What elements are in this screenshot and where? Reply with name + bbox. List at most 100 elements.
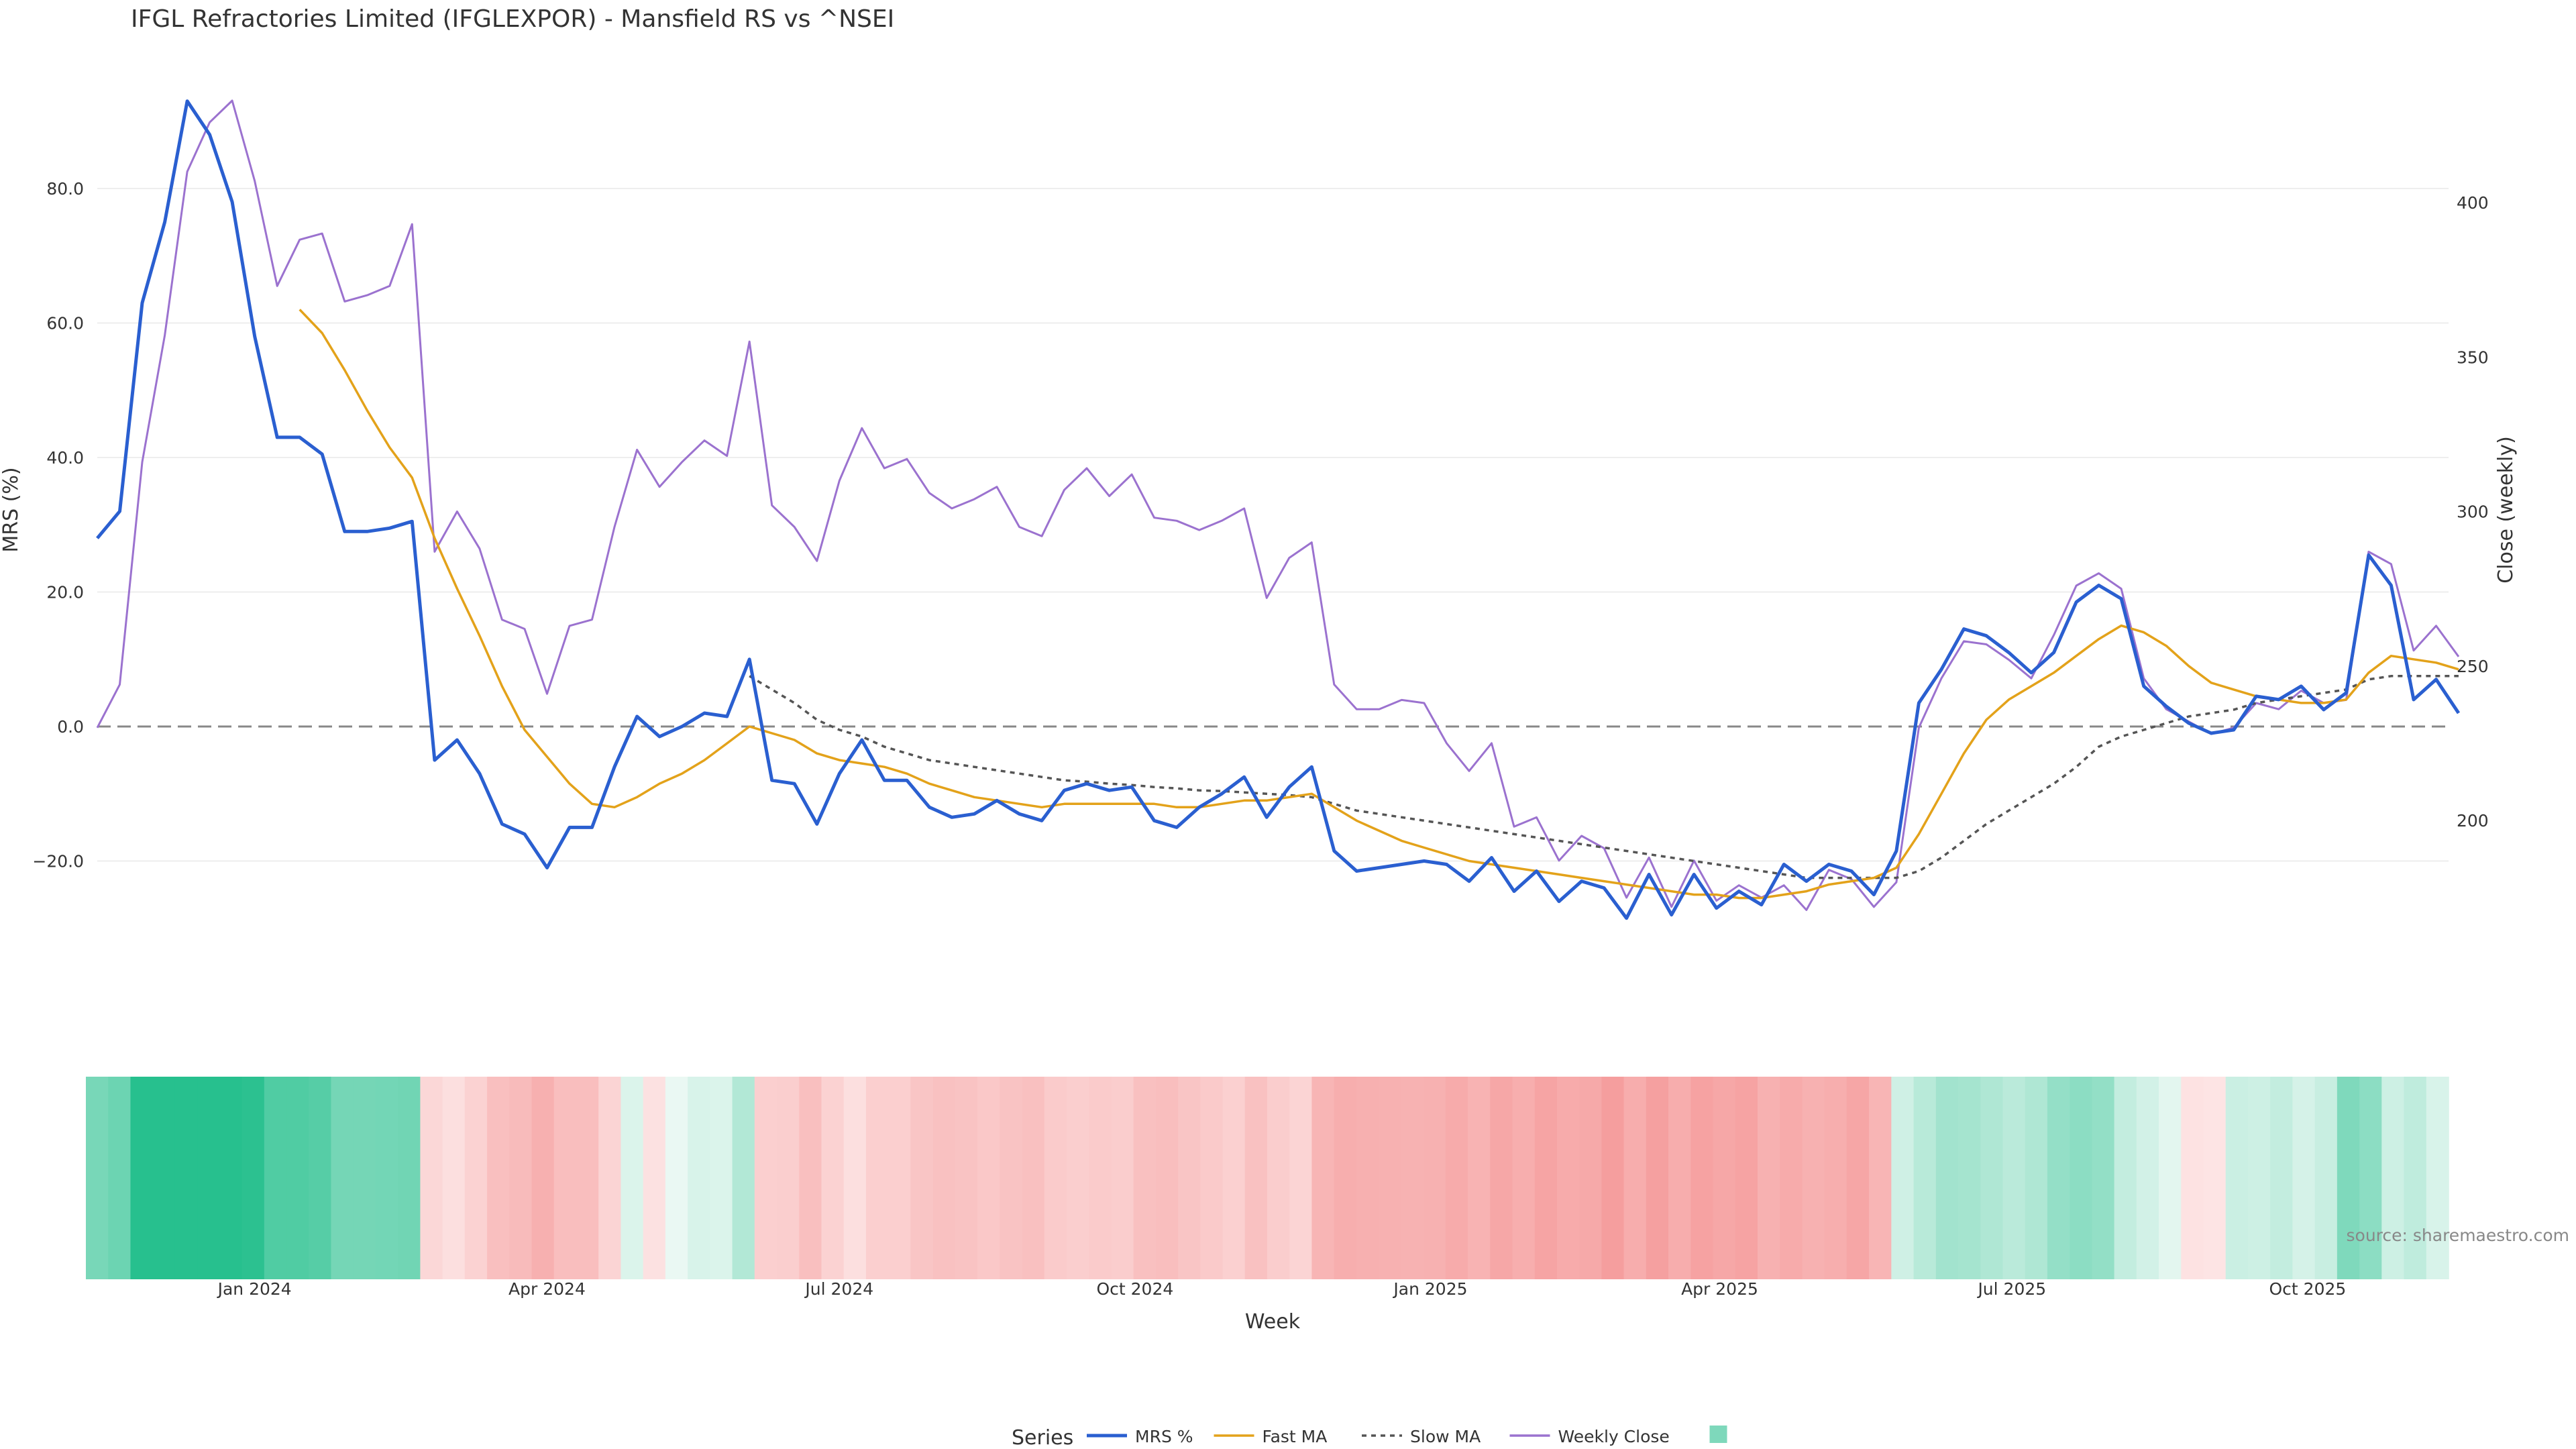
heatmap-cell bbox=[1846, 1077, 1870, 1279]
x-tick-label: Jul 2025 bbox=[1976, 1279, 2046, 1299]
heatmap-cell bbox=[331, 1077, 354, 1279]
heatmap-cell bbox=[1490, 1077, 1513, 1279]
heatmap-cell bbox=[2002, 1077, 2026, 1279]
heatmap-cell bbox=[2047, 1077, 2070, 1279]
y2-tick-label: 400 bbox=[2457, 193, 2489, 213]
heatmap-cell bbox=[1824, 1077, 1847, 1279]
heatmap-cell bbox=[576, 1077, 600, 1279]
heatmap-cell bbox=[241, 1077, 265, 1279]
heatmap-cell bbox=[174, 1077, 198, 1279]
series-layer bbox=[96, 99, 2461, 920]
legend: Series MRS % Fast MA Slow MA Weekly Close bbox=[1012, 1426, 1727, 1449]
y-tick-label: 40.0 bbox=[46, 448, 84, 468]
heatmap-cell bbox=[1200, 1077, 1224, 1279]
heatmap-cell bbox=[286, 1077, 310, 1279]
heatmap-cell bbox=[2404, 1077, 2427, 1279]
heatmap-cell bbox=[420, 1077, 443, 1279]
heatmap-cell bbox=[531, 1077, 555, 1279]
heatmap-cell bbox=[353, 1077, 376, 1279]
x-tick-label: Jan 2024 bbox=[217, 1279, 292, 1299]
heatmap-cell bbox=[643, 1077, 666, 1279]
heatmap-cell bbox=[1735, 1077, 1758, 1279]
legend-label: Weekly Close bbox=[1558, 1427, 1670, 1446]
heatmap-cell bbox=[2181, 1077, 2204, 1279]
heatmap-cell bbox=[665, 1077, 688, 1279]
heatmap-cell bbox=[2136, 1077, 2159, 1279]
heatmap-cell bbox=[732, 1077, 755, 1279]
heatmap-cell bbox=[910, 1077, 934, 1279]
series-line-mrs bbox=[96, 99, 2461, 920]
heatmap-cell bbox=[977, 1077, 1001, 1279]
heatmap-cell bbox=[1579, 1077, 1603, 1279]
heatmap-cell bbox=[375, 1077, 398, 1279]
heatmap-cell bbox=[1757, 1077, 1781, 1279]
heatmap-cell bbox=[108, 1077, 131, 1279]
heatmap-cell bbox=[1802, 1077, 1825, 1279]
heatmap-cell bbox=[197, 1077, 221, 1279]
heatmap-cell bbox=[152, 1077, 176, 1279]
heatmap-cell bbox=[2225, 1077, 2249, 1279]
heatmap-cell bbox=[1423, 1077, 1446, 1279]
heatmap-strip bbox=[86, 1077, 2449, 1279]
heatmap-cell bbox=[1869, 1077, 1892, 1279]
heatmap-cell bbox=[2426, 1077, 2449, 1279]
source-label: source: sharemaestro.com bbox=[2347, 1226, 2570, 1245]
y-tick-label: −20.0 bbox=[32, 852, 84, 871]
heatmap-cell bbox=[1000, 1077, 1023, 1279]
y-axis-right: 400 350 300 250 200 bbox=[2457, 193, 2489, 830]
heatmap-cell bbox=[754, 1077, 777, 1279]
heatmap-cell bbox=[777, 1077, 800, 1279]
legend-heatmap-swatch bbox=[1709, 1426, 1727, 1443]
heatmap-cell bbox=[2292, 1077, 2316, 1279]
heatmap-cell bbox=[932, 1077, 956, 1279]
heatmap-cell bbox=[2314, 1077, 2338, 1279]
heatmap-cell bbox=[1668, 1077, 1692, 1279]
heatmap-cell bbox=[1623, 1077, 1647, 1279]
heatmap-cell bbox=[2025, 1077, 2048, 1279]
heatmap-cell bbox=[130, 1077, 154, 1279]
heatmap-cell bbox=[1445, 1077, 1468, 1279]
heatmap-cell bbox=[1133, 1077, 1157, 1279]
legend-title: Series bbox=[1012, 1426, 1073, 1449]
heatmap-cell bbox=[799, 1077, 822, 1279]
heatmap-cell bbox=[2159, 1077, 2182, 1279]
series-line-fast-ma bbox=[299, 309, 2459, 900]
series-line-weekly-close bbox=[96, 99, 2460, 911]
heatmap-cell bbox=[398, 1077, 421, 1279]
y-tick-label: 0.0 bbox=[57, 717, 84, 737]
heatmap-cell bbox=[2203, 1077, 2226, 1279]
heatmap-cell bbox=[1935, 1077, 1959, 1279]
y-tick-label: 80.0 bbox=[46, 179, 84, 199]
heatmap-cell bbox=[509, 1077, 533, 1279]
heatmap-cell bbox=[1089, 1077, 1112, 1279]
y-axis-title: MRS (%) bbox=[0, 467, 23, 552]
y2-axis-title: Close (weekly) bbox=[2494, 436, 2518, 584]
heatmap-cell bbox=[1111, 1077, 1134, 1279]
heatmap-cell bbox=[1958, 1077, 1982, 1279]
heatmap-cell bbox=[1913, 1077, 1937, 1279]
heatmap-cell bbox=[843, 1077, 867, 1279]
x-tick-label: Oct 2025 bbox=[2269, 1279, 2347, 1299]
heatmap-cell bbox=[2270, 1077, 2294, 1279]
heatmap-cell bbox=[1534, 1077, 1558, 1279]
y-tick-label: 60.0 bbox=[46, 314, 84, 333]
x-tick-label: Apr 2025 bbox=[1681, 1279, 1758, 1299]
heatmap-cell bbox=[1267, 1077, 1291, 1279]
heatmap-cell bbox=[264, 1077, 287, 1279]
heatmap-cell bbox=[1646, 1077, 1669, 1279]
heatmap-cell bbox=[1512, 1077, 1536, 1279]
heatmap-cell bbox=[1022, 1077, 1045, 1279]
grid-lines bbox=[97, 188, 2449, 862]
x-axis: Jan 2024 Apr 2024 Jul 2024 Oct 2024 Jan 2025… bbox=[217, 1279, 2347, 1299]
heatmap-cell bbox=[865, 1077, 889, 1279]
heatmap-cell bbox=[309, 1077, 332, 1279]
heatmap-cell bbox=[1066, 1077, 1089, 1279]
heatmap-cell bbox=[1379, 1077, 1402, 1279]
heatmap-cell bbox=[1044, 1077, 1067, 1279]
heatmap-cell bbox=[553, 1077, 577, 1279]
heatmap-cell bbox=[1244, 1077, 1268, 1279]
x-tick-label: Oct 2024 bbox=[1096, 1279, 1173, 1299]
heatmap-cell bbox=[1222, 1077, 1246, 1279]
heatmap-cell bbox=[219, 1077, 243, 1279]
